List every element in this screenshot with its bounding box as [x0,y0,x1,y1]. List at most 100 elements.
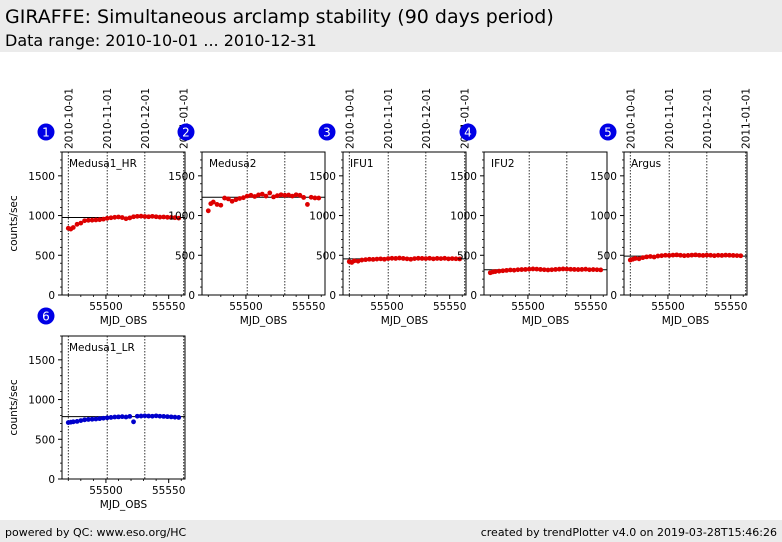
data-point [256,192,261,198]
data-point [222,195,227,201]
data-point [644,254,649,260]
data-point [415,255,421,261]
data-point [545,267,551,273]
y-tick-label: 1000 [450,211,477,223]
data-point [165,214,170,220]
y-tick-label: 1000 [28,211,55,223]
x-axis-label: MJD_OBS [381,315,429,327]
data-point [541,267,547,273]
data-point [210,199,216,205]
panel-number: 1 [42,126,50,140]
data-point [225,196,231,202]
data-point [131,214,136,220]
data-point [568,266,574,272]
data-point [666,253,672,258]
data-point [116,414,121,420]
date-tick-label: 2010-12-01 [702,88,714,149]
data-point [153,413,159,419]
data-point [274,193,280,199]
data-point [78,418,84,424]
data-point [685,253,691,258]
data-point [161,214,167,220]
data-point [404,256,410,262]
panel-number: 2 [182,126,190,140]
data-point [530,266,536,272]
data-point [734,253,740,258]
y-tick-label: 500 [457,250,477,262]
data-point [553,267,558,272]
data-point [101,415,106,421]
data-point [351,258,357,264]
data-point [74,221,80,227]
data-point [241,195,246,201]
data-point [355,258,361,264]
data-point [297,192,303,198]
data-point [389,255,395,261]
panel-number-badge [37,123,55,141]
data-point [112,214,118,220]
data-point [108,415,114,420]
data-point [149,213,155,219]
panel-label: Medusa1_HR [69,158,137,170]
y-tick-label: 1000 [590,211,617,223]
data-point [165,414,170,420]
y-tick-label: 500 [35,434,55,446]
panel-number-badge [318,123,336,141]
date-tick-label: 2010-11-01 [383,88,395,149]
data-point [655,253,661,259]
date-tick-label: 2010-10-01 [625,88,637,149]
data-point [308,194,314,200]
panel-number-badge [37,307,55,325]
data-point [146,413,152,419]
data-point [176,415,182,420]
data-point [127,215,133,221]
data-point [172,414,178,420]
data-point [93,416,99,422]
data-point [78,220,84,226]
date-tick-label: 2011-01-01 [741,88,753,149]
data-point [711,253,717,259]
x-tick-label: 55500 [370,301,403,313]
y-tick-label: 1500 [28,171,55,183]
data-point [564,266,570,272]
data-point [523,267,528,272]
data-point [312,195,318,201]
data-point [70,225,76,230]
panel-label: Argus [631,158,661,170]
data-point [708,252,714,258]
data-point [70,419,76,425]
data-point [112,414,118,420]
data-point [305,202,310,207]
x-tick-label: 55500 [511,301,544,313]
data-point [104,215,110,221]
data-point [97,217,103,223]
data-point [172,215,178,221]
panel-number: 4 [464,126,472,140]
data-point [85,417,91,422]
data-point [289,193,295,199]
x-tick-label: 55550 [714,301,747,313]
chart-panel-6: 0 500 1000 1500 55500 55550 MJD_OBS counts/sec M… [8,307,186,511]
y-tick-label: 500 [35,250,55,262]
data-point [515,267,521,273]
data-point [457,256,463,262]
data-point [496,268,502,274]
data-point [74,419,80,424]
chart-panel-4: 0 500 1000 1500 55500 55550 MJD_OBS IFU2 4 [450,123,608,327]
chart-panel-3: 2010-10-01 2010-11-01 2010-12-01 2011-01-01… [309,88,471,327]
data-point [719,253,725,258]
data-point [507,267,513,273]
y-tick-label: 1500 [168,171,195,183]
y-tick-label: 1500 [309,171,336,183]
x-tick-label: 55550 [292,301,325,313]
data-point [549,267,555,273]
data-point [534,266,540,272]
y-tick-label: 0 [188,290,195,302]
panel-label: IFU2 [491,158,515,170]
data-point [640,255,646,261]
data-point [670,252,676,258]
date-tick-label: 2010-10-01 [63,88,75,149]
data-point [636,256,642,262]
footer-credit: powered by QC: www.eso.org/HC [5,526,187,539]
data-point [142,214,148,219]
